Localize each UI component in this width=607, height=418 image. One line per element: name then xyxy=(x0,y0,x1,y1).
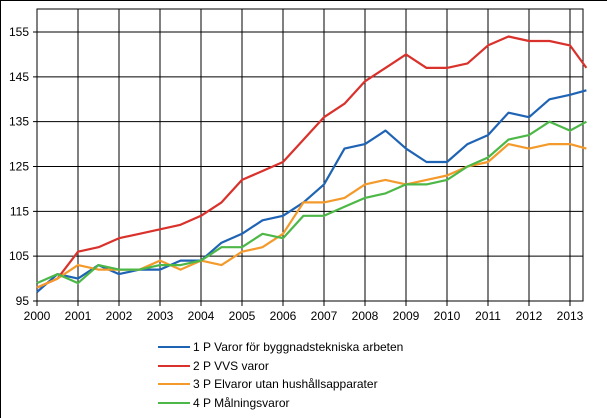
legend-item-1p: 1 P Varor för byggnadstekniska arbeten xyxy=(158,338,403,357)
x-tick-label: 2004 xyxy=(188,309,215,323)
x-tick-label: 2010 xyxy=(434,309,461,323)
x-tick-label: 2002 xyxy=(106,309,133,323)
x-tick-label: 2012 xyxy=(516,309,543,323)
legend-swatch-green xyxy=(158,401,190,404)
x-tick-label: 2013 xyxy=(557,309,584,323)
y-tick-label: 105 xyxy=(9,249,29,263)
y-tick-label: 135 xyxy=(9,115,29,129)
x-tick-label: 2009 xyxy=(393,309,420,323)
x-axis: 2000 2001 2002 2003 2004 2005 2006 2007 2008 2009… xyxy=(24,309,584,323)
series-line-2 xyxy=(36,35,588,289)
legend-label: 1 P Varor för byggnadstekniska arbeten xyxy=(193,340,404,355)
legend: 1 P Varor för byggnadstekniska arbeten 2… xyxy=(158,338,403,412)
legend-label: 2 P VVS varor xyxy=(193,358,269,373)
series-line-1 xyxy=(36,89,587,293)
y-axis: 95 105 115 125 135 145 155 xyxy=(9,25,29,308)
series-line-4 xyxy=(36,120,587,285)
x-tick-label: 2000 xyxy=(24,309,51,323)
legend-swatch-orange xyxy=(158,383,190,386)
x-tick-label: 2011 xyxy=(475,309,501,323)
grid-lines xyxy=(33,8,584,306)
y-tick-label: 155 xyxy=(9,25,29,39)
legend-item-2p: 2 P VVS varor xyxy=(158,357,403,376)
x-tick-label: 2007 xyxy=(311,309,338,323)
y-tick-label: 95 xyxy=(16,294,30,308)
legend-label: 4 P Målningsvaror xyxy=(193,395,290,410)
x-tick-label: 2008 xyxy=(352,309,379,323)
legend-label: 3 P Elvaror utan hushållsapparater xyxy=(193,377,378,392)
x-tick-label: 2006 xyxy=(270,309,297,323)
series-lines xyxy=(36,35,588,293)
y-tick-label: 115 xyxy=(10,204,29,218)
legend-swatch-red xyxy=(158,364,190,367)
x-tick-label: 2001 xyxy=(65,309,92,323)
legend-item-4p: 4 P Målningsvaror xyxy=(158,394,403,413)
legend-swatch-blue xyxy=(158,346,190,349)
y-tick-label: 145 xyxy=(9,70,29,84)
legend-item-3p: 3 P Elvaror utan hushållsapparater xyxy=(158,375,403,394)
x-tick-label: 2005 xyxy=(229,309,256,323)
y-tick-label: 125 xyxy=(9,160,29,174)
x-tick-label: 2003 xyxy=(147,309,174,323)
